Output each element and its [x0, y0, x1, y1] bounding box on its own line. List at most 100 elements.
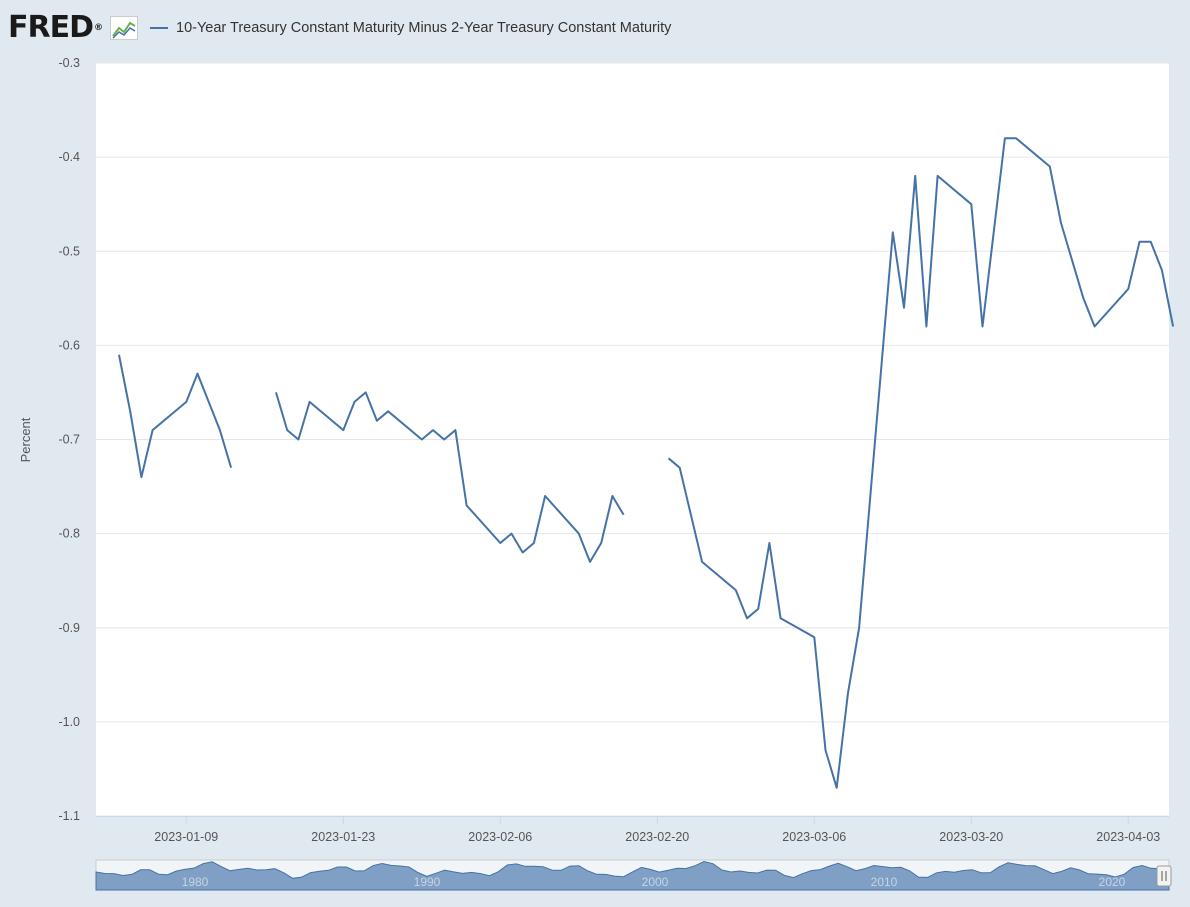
data-point[interactable]	[991, 229, 997, 235]
data-point[interactable]	[834, 785, 840, 791]
data-point[interactable]	[307, 399, 313, 405]
series-segment[interactable]	[275, 391, 625, 563]
data-point[interactable]	[923, 324, 929, 330]
data-point[interactable]	[195, 371, 201, 377]
data-point[interactable]	[621, 512, 627, 518]
y-tick-label: -1.0	[58, 715, 80, 729]
chart-header: FRED® 10-Year Treasury Constant Maturity…	[0, 0, 1190, 56]
data-point[interactable]	[1137, 239, 1143, 245]
data-point[interactable]	[273, 389, 279, 395]
data-point[interactable]	[576, 531, 582, 537]
navigator-year-label: 2010	[871, 875, 898, 889]
y-tick-label: -0.5	[58, 244, 80, 258]
data-point[interactable]	[1148, 239, 1154, 245]
data-point[interactable]	[452, 427, 458, 433]
fred-graph-icon[interactable]	[110, 16, 138, 40]
data-point[interactable]	[1125, 286, 1131, 292]
data-point[interactable]	[138, 474, 144, 480]
x-tick-label: 2023-04-03	[1096, 830, 1160, 844]
data-point[interactable]	[127, 408, 133, 414]
legend-series-label: 10-Year Treasury Constant Maturity Minus…	[176, 20, 672, 36]
data-point[interactable]	[688, 512, 694, 518]
y-tick-label: -0.8	[58, 527, 80, 541]
x-axis: 2023-01-09 2023-01-23 2023-02-06 2023-02-20…	[96, 816, 1169, 844]
data-point[interactable]	[845, 691, 851, 697]
y-axis-title: Percent	[18, 417, 33, 462]
navigator[interactable]: 1980 1990 2000 2010 2020	[95, 859, 1172, 891]
data-point[interactable]	[385, 408, 391, 414]
data-point[interactable]	[1080, 295, 1086, 301]
data-point[interactable]	[699, 559, 705, 565]
data-point[interactable]	[352, 399, 358, 405]
navigator-year-label: 1980	[182, 875, 209, 889]
x-tick-label: 2023-03-06	[782, 830, 846, 844]
data-point[interactable]	[609, 493, 615, 499]
data-point[interactable]	[1013, 135, 1019, 141]
navigator-year-label: 2020	[1099, 875, 1126, 889]
data-point[interactable]	[1159, 267, 1165, 273]
data-point[interactable]	[116, 352, 122, 358]
data-point[interactable]	[419, 437, 425, 443]
data-point[interactable]	[295, 437, 301, 443]
data-point[interactable]	[1058, 220, 1064, 226]
x-tick-label: 2023-02-20	[625, 830, 689, 844]
data-point[interactable]	[228, 465, 234, 471]
data-point[interactable]	[755, 606, 761, 612]
data-point[interactable]	[856, 625, 862, 631]
data-point[interactable]	[968, 201, 974, 207]
data-point[interactable]	[901, 305, 907, 311]
navigator-handle-icon[interactable]	[1156, 865, 1172, 887]
data-point[interactable]	[677, 465, 683, 471]
data-point[interactable]	[497, 540, 503, 546]
y-tick-label: -0.6	[58, 338, 80, 352]
data-point[interactable]	[340, 427, 346, 433]
data-point[interactable]	[1092, 324, 1098, 330]
fred-logo[interactable]: FRED®	[8, 10, 103, 45]
navigator-series-area	[95, 860, 1170, 891]
data-point[interactable]	[520, 550, 526, 556]
data-point[interactable]	[1002, 135, 1008, 141]
data-point[interactable]	[666, 455, 672, 461]
x-tick-label: 2023-01-09	[154, 830, 218, 844]
data-point[interactable]	[206, 399, 212, 405]
x-tick-label: 2023-03-20	[939, 830, 1003, 844]
series-segment[interactable]	[118, 354, 233, 479]
x-tick-label: 2023-02-06	[468, 830, 532, 844]
y-tick-label: -0.4	[58, 150, 80, 164]
data-point[interactable]	[890, 229, 896, 235]
data-point[interactable]	[150, 427, 156, 433]
data-point[interactable]	[935, 173, 941, 179]
data-point[interactable]	[183, 399, 189, 405]
data-point[interactable]	[1170, 324, 1176, 330]
y-tick-label: -0.9	[58, 621, 80, 635]
data-point[interactable]	[823, 747, 829, 753]
data-point[interactable]	[733, 587, 739, 593]
y-axis: -0.3 -0.4 -0.5 -0.6 -0.7 -0.8 -0.9 -1.0 -1.1	[58, 56, 80, 823]
data-point[interactable]	[980, 324, 986, 330]
data-point[interactable]	[284, 427, 290, 433]
data-point[interactable]	[766, 540, 772, 546]
data-point[interactable]	[1069, 258, 1075, 264]
data-point[interactable]	[587, 559, 593, 565]
data-point[interactable]	[531, 540, 537, 546]
series-segment[interactable]	[667, 137, 1175, 789]
data-point[interactable]	[441, 437, 447, 443]
data-point[interactable]	[598, 540, 604, 546]
navigator-year-label: 1990	[414, 875, 441, 889]
data-point[interactable]	[778, 615, 784, 621]
legend-line-swatch	[150, 27, 168, 29]
chart-legend[interactable]: 10-Year Treasury Constant Maturity Minus…	[150, 17, 671, 39]
data-point[interactable]	[363, 389, 369, 395]
data-point[interactable]	[464, 502, 470, 508]
data-point[interactable]	[509, 531, 515, 537]
series-line[interactable]	[116, 135, 1176, 791]
data-point[interactable]	[811, 634, 817, 640]
data-point[interactable]	[217, 427, 223, 433]
data-point[interactable]	[912, 173, 918, 179]
data-point[interactable]	[374, 418, 380, 424]
data-point[interactable]	[1047, 164, 1053, 170]
data-point[interactable]	[542, 493, 548, 499]
data-point[interactable]	[430, 427, 436, 433]
data-point[interactable]	[744, 615, 750, 621]
